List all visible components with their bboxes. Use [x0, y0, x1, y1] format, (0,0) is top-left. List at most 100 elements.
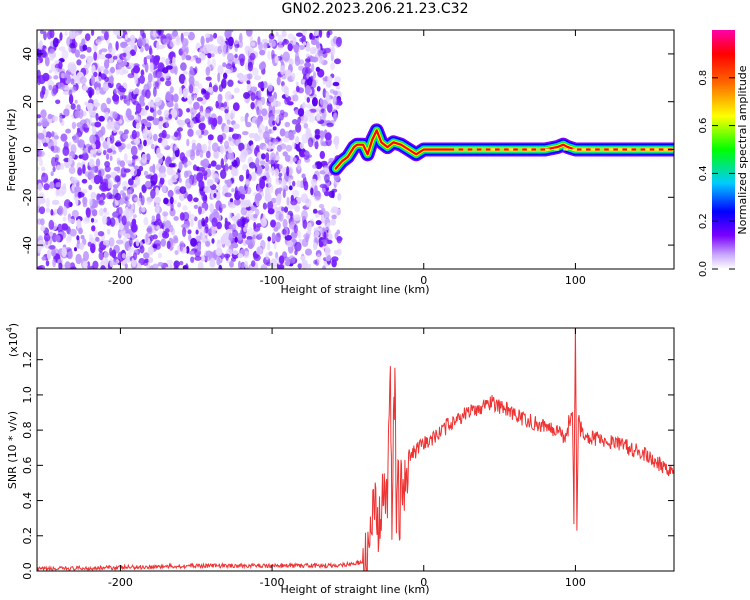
noise-speck	[40, 109, 47, 119]
noise-speck	[170, 202, 174, 212]
noise-speck	[247, 73, 253, 80]
noise-speck	[156, 147, 162, 157]
noise-speck	[271, 232, 276, 243]
noise-speck	[133, 214, 137, 219]
noise-speck	[312, 208, 318, 214]
noise-speck	[102, 240, 110, 246]
noise-speck	[324, 223, 330, 231]
noise-speck	[146, 200, 152, 205]
noise-speck	[75, 253, 82, 265]
noise-speck	[207, 116, 212, 126]
noise-speck	[122, 52, 127, 58]
noise-speck	[314, 230, 320, 238]
noise-speck	[316, 41, 320, 49]
noise-speck	[121, 94, 127, 100]
y-tick-label: 0.6	[21, 457, 34, 475]
noise-speck	[82, 203, 88, 208]
noise-speck	[76, 59, 82, 66]
noise-speck	[90, 75, 95, 86]
noise-speck	[240, 207, 247, 216]
noise-speck	[248, 132, 256, 139]
noise-speck	[209, 203, 215, 213]
noise-speck	[204, 185, 211, 194]
noise-speck	[189, 120, 195, 127]
noise-speck	[37, 245, 42, 254]
noise-speck	[286, 214, 291, 220]
noise-speck	[291, 141, 296, 149]
noise-speck	[105, 53, 112, 59]
x-tick-label: -200	[108, 274, 133, 287]
noise-speck	[305, 248, 312, 256]
noise-speck	[98, 199, 105, 206]
noise-speck	[59, 115, 63, 123]
noise-speck	[181, 52, 186, 61]
noise-speck	[156, 41, 160, 51]
noise-speck	[112, 55, 118, 60]
noise-speck	[210, 160, 217, 167]
noise-speck	[213, 32, 218, 39]
noise-speck	[128, 62, 135, 68]
noise-speck	[148, 130, 152, 138]
noise-speck	[314, 191, 322, 200]
noise-speck	[119, 230, 125, 236]
noise-speck	[63, 199, 71, 209]
noise-speck	[330, 218, 336, 226]
noise-speck	[125, 108, 132, 119]
noise-speck	[152, 117, 160, 126]
noise-speck	[90, 243, 96, 254]
noise-speck	[113, 87, 119, 94]
noise-speck	[207, 86, 214, 93]
noise-speck	[293, 44, 300, 53]
noise-speck	[54, 157, 59, 163]
noise-speck	[119, 206, 123, 214]
noise-speck	[135, 103, 142, 114]
noise-speck	[257, 100, 263, 107]
y-tick: 0	[21, 146, 674, 153]
noise-speck	[162, 231, 170, 239]
x-tick: 0	[420, 328, 427, 589]
colorbar-tick: 0.6	[698, 118, 735, 134]
noise-speck	[138, 206, 143, 215]
noise-speck	[207, 134, 214, 141]
noise-speck	[215, 200, 222, 211]
noise-speck	[250, 102, 255, 110]
noise-speck	[188, 213, 196, 220]
noise-speck	[207, 58, 211, 68]
noise-speck	[77, 167, 83, 176]
y-tick: 1.0	[21, 386, 674, 404]
noise-speck	[251, 260, 256, 267]
noise-speck	[313, 259, 318, 265]
noise-speck	[44, 56, 50, 67]
noise-speck	[246, 186, 252, 195]
noise-speck	[207, 52, 212, 59]
noise-speck	[114, 217, 120, 226]
y-tick: 40	[21, 47, 674, 61]
noise-speck	[94, 121, 102, 128]
noise-speck	[274, 55, 279, 64]
snr-multiplier-label: (x104)	[5, 323, 20, 357]
noise-speck	[37, 265, 43, 269]
noise-speck	[224, 111, 231, 122]
noise-speck	[208, 43, 216, 55]
noise-speck	[103, 31, 109, 41]
noise-speck	[268, 94, 275, 103]
colorbar-tick: 0.0	[698, 261, 735, 277]
noise-speck	[167, 179, 174, 186]
noise-speck	[205, 36, 210, 44]
noise-speck	[272, 105, 276, 115]
noise-speck	[255, 157, 260, 168]
noise-speck	[270, 258, 278, 268]
noise-speck	[165, 58, 170, 66]
noise-speck	[37, 59, 40, 66]
noise-speck	[215, 164, 222, 170]
noise-speck	[225, 163, 229, 173]
noise-speck	[140, 108, 146, 116]
noise-speck	[39, 158, 43, 167]
noise-speck	[246, 80, 251, 85]
noise-speck	[38, 206, 46, 215]
noise-speck	[89, 265, 95, 269]
noise-speck	[152, 32, 159, 38]
noise-speck	[188, 100, 193, 105]
noise-speck	[228, 136, 233, 142]
